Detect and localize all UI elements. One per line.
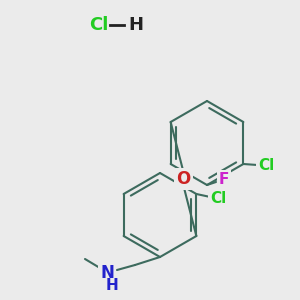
Text: Cl: Cl — [88, 16, 108, 34]
Text: H: H — [128, 16, 143, 34]
Text: O: O — [176, 170, 190, 188]
Text: N: N — [100, 264, 114, 282]
Text: F: F — [219, 172, 229, 188]
Text: H: H — [106, 278, 118, 293]
Text: Cl: Cl — [258, 158, 274, 173]
Text: Cl: Cl — [210, 191, 226, 206]
